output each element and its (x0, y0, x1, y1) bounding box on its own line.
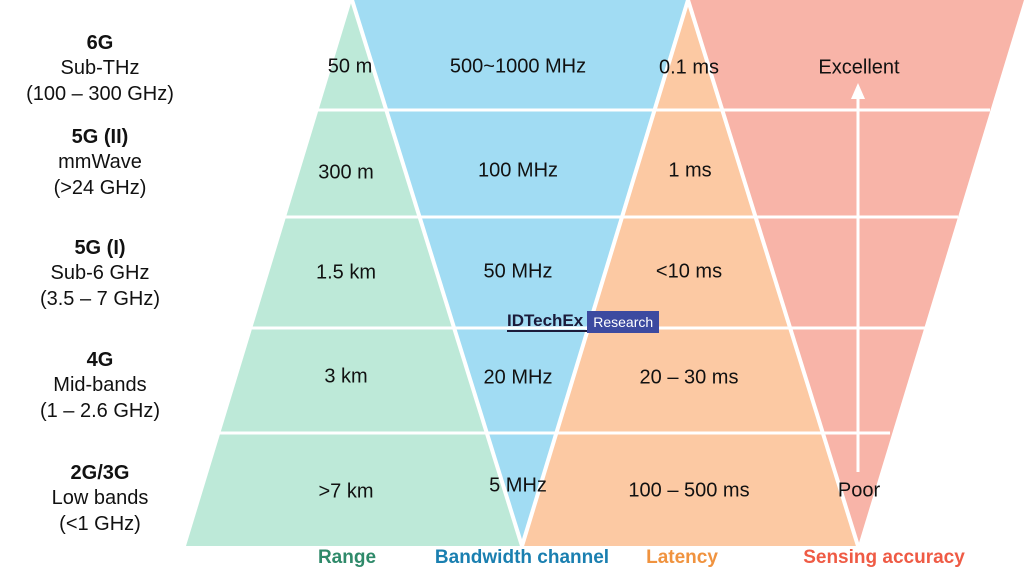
latency-value: 100 – 500 ms (628, 479, 750, 502)
range-value: 50 m (327, 55, 373, 78)
row-label-2g-3g: 2G/3G Low bands (<1 GHz) (0, 461, 200, 537)
frequency-range: (>24 GHz) (53, 176, 147, 199)
latency-value: 1 ms (668, 159, 712, 182)
sensing-arrow-head (851, 83, 865, 99)
watermark-tag: Research (587, 310, 660, 333)
bandwidth-triangle (352, 0, 688, 546)
bandwidth-value: 5 MHz (489, 474, 547, 497)
band-name: Mid-bands (53, 374, 147, 397)
range-value: 1.5 km (315, 261, 377, 284)
legend-range: Range (317, 547, 377, 568)
row-label-6g: 6G Sub-THz (100 – 300 GHz) (0, 31, 200, 107)
frequency-range: (3.5 – 7 GHz) (39, 287, 161, 310)
legend-bandwidth-channel: Bandwidth channel (434, 547, 610, 568)
row-label-4g: 4G Mid-bands (1 – 2.6 GHz) (0, 348, 200, 424)
bandwidth-value: 20 MHz (483, 366, 553, 389)
bandwidth-value: 500~1000 MHz (449, 55, 587, 78)
legend-sensing-accuracy: Sensing accuracy (803, 547, 965, 568)
latency-value: 20 – 30 ms (639, 366, 739, 389)
idtechex-research-watermark: IDTechEx Research (507, 310, 660, 333)
generation-name: 2G/3G (70, 462, 130, 484)
triangle-edge (686, 0, 860, 547)
band-name: Low bands (51, 487, 149, 510)
range-value: 3 km (324, 365, 368, 388)
frequency-range: (1 – 2.6 GHz) (39, 399, 161, 422)
row-label-5g-i: 5G (I) Sub-6 GHz (3.5 – 7 GHz) (0, 236, 200, 312)
sensing-poor-label: Poor (837, 479, 881, 502)
generation-name: 4G (86, 349, 114, 371)
triangle-edge (350, 0, 524, 547)
bandwidth-value: 50 MHz (483, 260, 553, 283)
band-name: Sub-6 GHz (50, 262, 150, 285)
legend-latency: Latency (646, 547, 718, 568)
bandwidth-value: 100 MHz (477, 159, 559, 182)
latency-value: 0.1 ms (658, 56, 720, 79)
frequency-range: (<1 GHz) (59, 512, 141, 535)
frequency-range: (100 – 300 GHz) (26, 82, 174, 105)
range-value: >7 km (318, 480, 374, 503)
band-name: Sub-THz (60, 57, 140, 80)
latency-triangle (522, 0, 858, 546)
watermark-brand: IDTechEx (507, 311, 588, 332)
generation-name: 5G (I) (74, 237, 126, 259)
generation-name: 5G (II) (71, 126, 129, 148)
latency-value: <10 ms (655, 260, 723, 283)
sensing-accuracy-triangle (688, 0, 1024, 546)
range-triangle (186, 0, 522, 546)
range-value: 300 m (318, 161, 374, 184)
band-name: mmWave (58, 151, 142, 174)
row-label-5g-ii: 5G (II) mmWave (>24 GHz) (0, 125, 200, 201)
generation-name: 6G (86, 32, 114, 54)
triangle-edge (520, 0, 690, 547)
sensing-excellent-label: Excellent (818, 56, 900, 79)
